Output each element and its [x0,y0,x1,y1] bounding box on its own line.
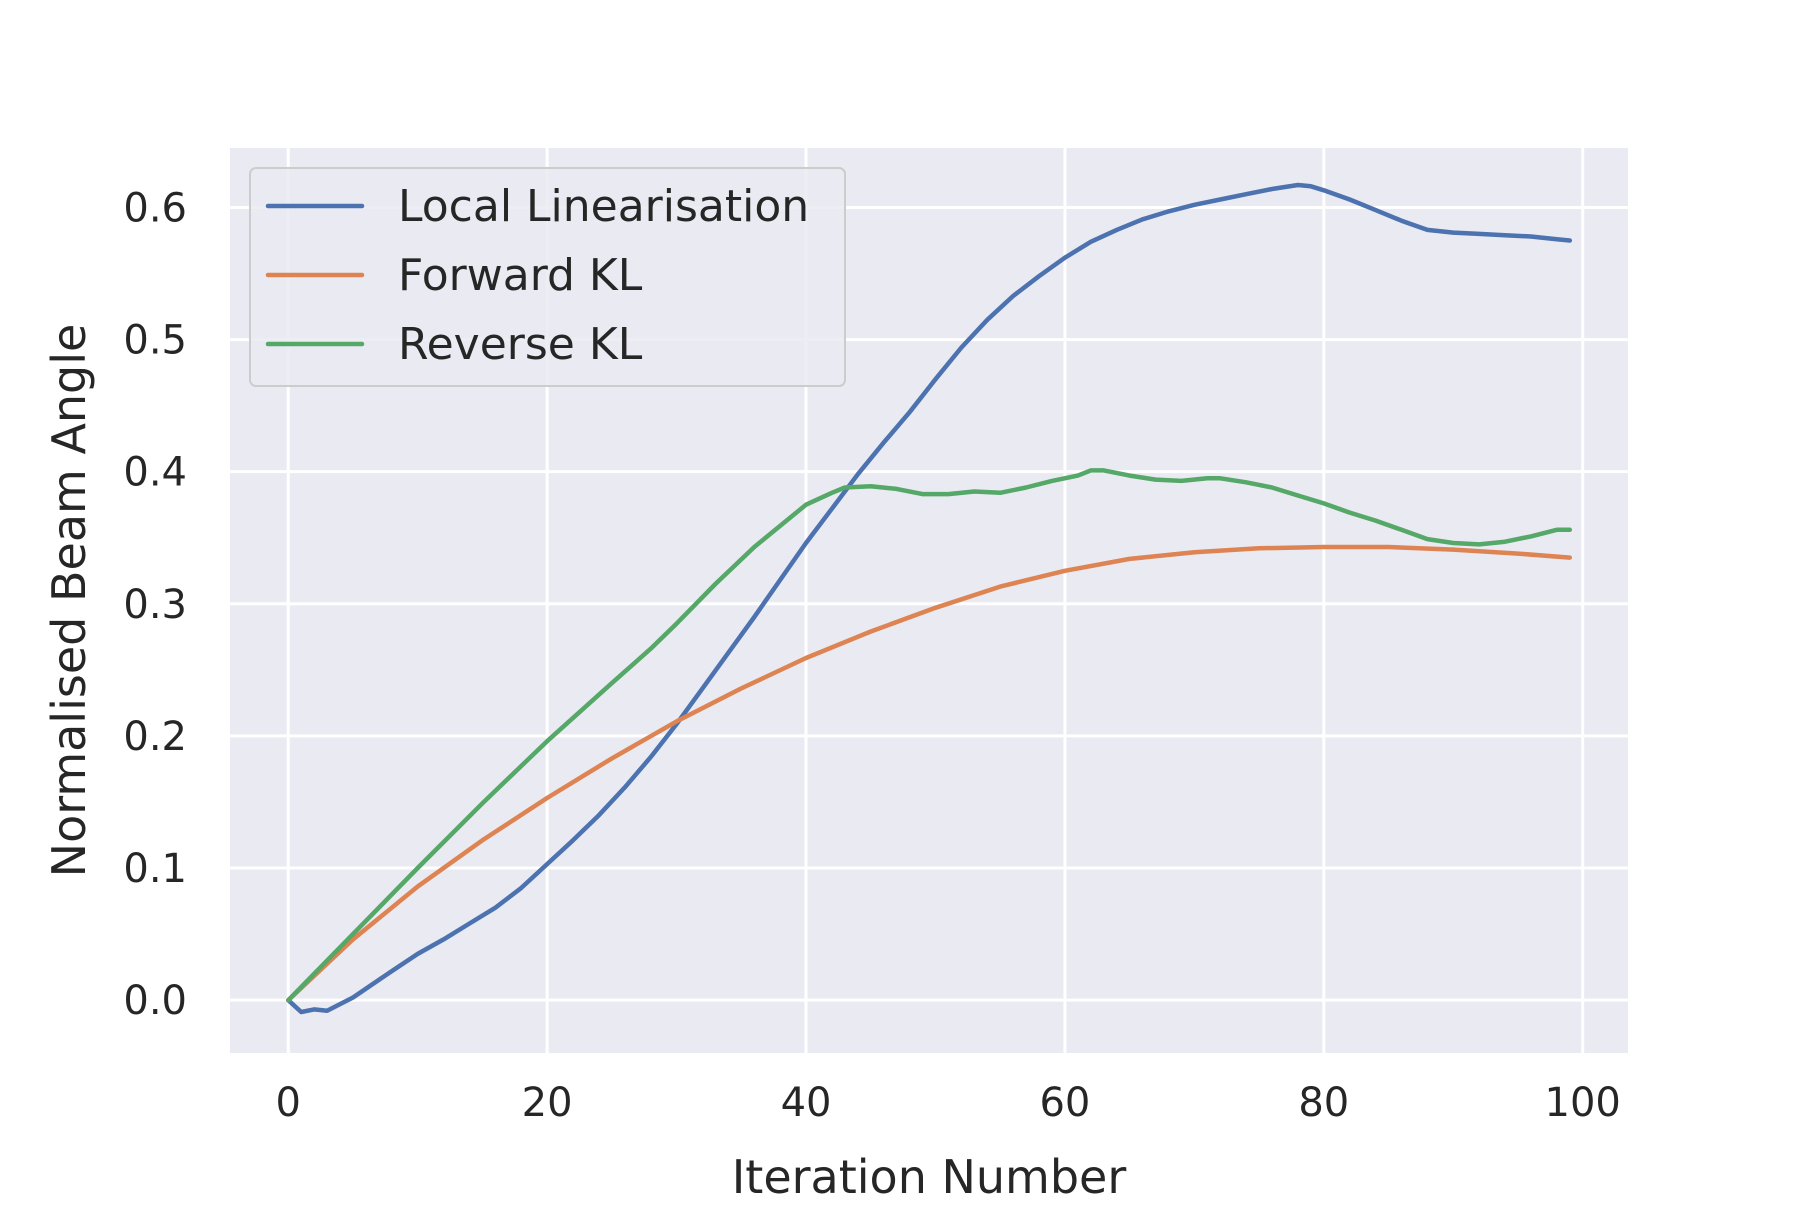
y-tick-label: 0.0 [123,978,187,1024]
series-line-reverse-kl [286,468,1573,1003]
y-axis-label: Normalised Beam Angle [42,324,96,878]
legend-label: Reverse KL [398,319,643,370]
x-tick-label: 60 [1039,1080,1090,1126]
series-line-local-linearisation [286,182,1573,1015]
legend-box [249,167,846,387]
series-line-forward-kl [286,544,1573,1003]
tick-labels: 0 20 40 60 80 100 0.0 0.1 0.2 0.3 0.4 0.5 0.6 [123,185,1620,1126]
series-layer [286,182,1573,1015]
x-tick-label: 80 [1298,1080,1349,1126]
x-tick-label: 0 [276,1080,301,1126]
y-tick-label: 0.2 [123,714,187,760]
legend: Local Linearisation Forward KL Reverse KL [249,167,846,387]
y-tick-label: 0.3 [123,582,187,628]
legend-label: Local Linearisation [398,181,809,232]
x-axis-label: Iteration Number [732,1150,1127,1200]
y-tick-label: 0.6 [123,185,187,231]
x-tick-label: 100 [1545,1080,1621,1126]
y-tick-label: 0.4 [123,450,187,496]
legend-label: Forward KL [398,250,643,301]
y-tick-label: 0.5 [123,318,187,364]
x-tick-label: 20 [522,1080,573,1126]
y-tick-label: 0.1 [123,846,187,892]
x-tick-label: 40 [781,1080,832,1126]
